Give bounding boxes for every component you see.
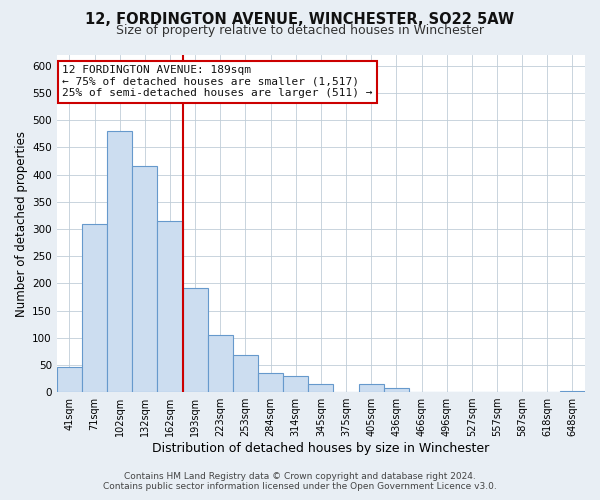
Bar bbox=[208, 335, 233, 392]
Bar bbox=[359, 384, 384, 392]
Bar bbox=[82, 224, 107, 392]
Text: Size of property relative to detached houses in Winchester: Size of property relative to detached ho… bbox=[116, 24, 484, 37]
X-axis label: Distribution of detached houses by size in Winchester: Distribution of detached houses by size … bbox=[152, 442, 490, 455]
Text: Contains HM Land Registry data © Crown copyright and database right 2024.: Contains HM Land Registry data © Crown c… bbox=[124, 472, 476, 481]
Y-axis label: Number of detached properties: Number of detached properties bbox=[15, 130, 28, 316]
Bar bbox=[560, 391, 585, 392]
Text: Contains public sector information licensed under the Open Government Licence v3: Contains public sector information licen… bbox=[103, 482, 497, 491]
Bar bbox=[233, 354, 258, 392]
Bar bbox=[384, 388, 409, 392]
Text: 12 FORDINGTON AVENUE: 189sqm
← 75% of detached houses are smaller (1,517)
25% of: 12 FORDINGTON AVENUE: 189sqm ← 75% of de… bbox=[62, 65, 373, 98]
Bar bbox=[182, 288, 208, 392]
Bar bbox=[157, 221, 182, 392]
Text: 12, FORDINGTON AVENUE, WINCHESTER, SO22 5AW: 12, FORDINGTON AVENUE, WINCHESTER, SO22 … bbox=[85, 12, 515, 28]
Bar bbox=[308, 384, 334, 392]
Bar bbox=[283, 376, 308, 392]
Bar bbox=[107, 131, 132, 392]
Bar bbox=[57, 366, 82, 392]
Bar bbox=[132, 166, 157, 392]
Bar bbox=[258, 372, 283, 392]
